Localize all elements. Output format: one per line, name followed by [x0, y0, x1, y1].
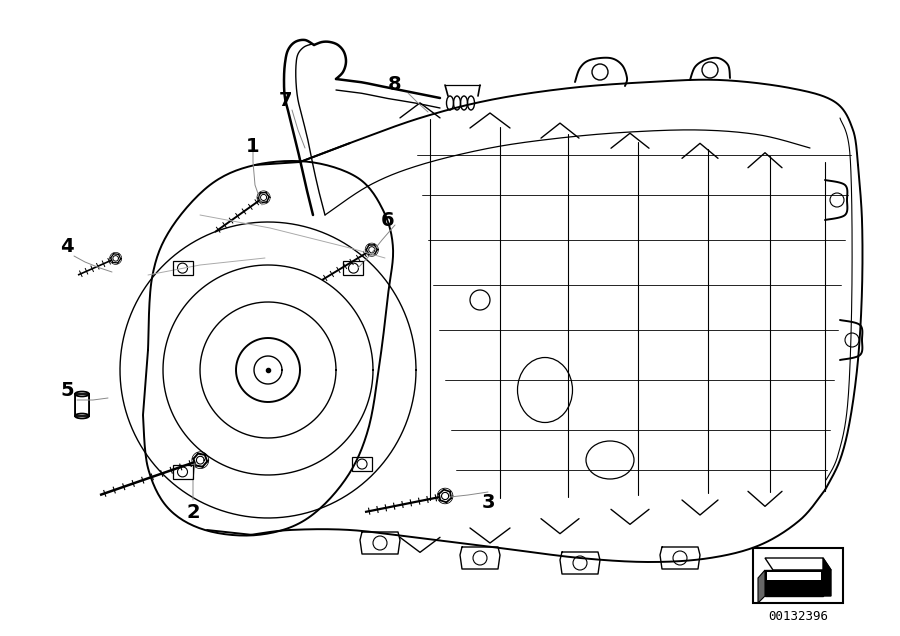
- Text: 4: 4: [60, 237, 74, 256]
- Text: 00132396: 00132396: [768, 611, 828, 623]
- Text: 2: 2: [186, 502, 200, 522]
- Polygon shape: [758, 570, 765, 603]
- Polygon shape: [823, 558, 831, 596]
- Text: 5: 5: [60, 380, 74, 399]
- Polygon shape: [765, 570, 823, 596]
- Text: 1: 1: [247, 137, 260, 156]
- Text: 8: 8: [388, 76, 401, 95]
- Bar: [753, 548, 843, 603]
- Bar: [352, 457, 372, 471]
- Bar: [173, 261, 193, 275]
- Text: 7: 7: [279, 90, 292, 109]
- Text: 3: 3: [482, 494, 495, 513]
- Bar: [344, 261, 364, 275]
- Text: 6: 6: [382, 211, 395, 230]
- Polygon shape: [767, 572, 821, 580]
- Polygon shape: [765, 558, 831, 570]
- Bar: [75, 394, 89, 416]
- Bar: [173, 465, 193, 479]
